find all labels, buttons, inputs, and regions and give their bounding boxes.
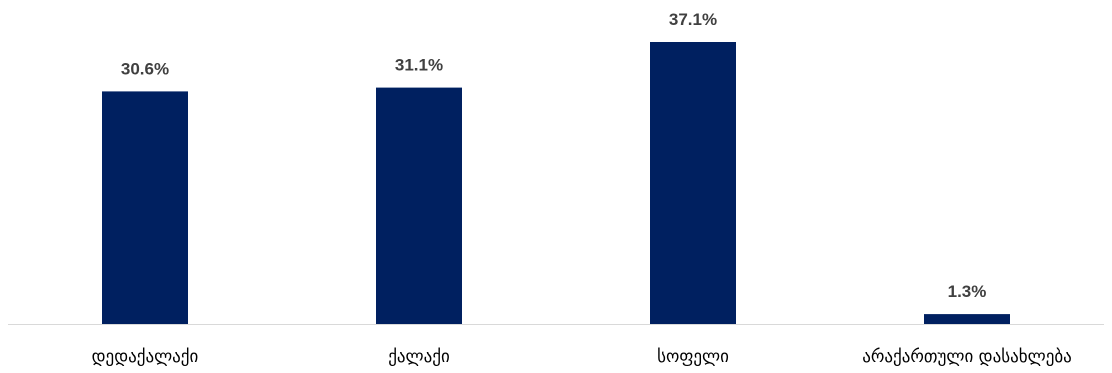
- category-tick-label: არაქართული დასახლება: [862, 347, 1072, 367]
- category-tick-label: სოფელი: [657, 347, 729, 367]
- data-label: 37.1%: [669, 10, 717, 29]
- data-label: 31.1%: [395, 56, 443, 75]
- bar: [924, 314, 1010, 324]
- category-tick-label: ქალაქი: [388, 347, 450, 367]
- bars-group: [102, 42, 1010, 325]
- data-label: 30.6%: [121, 59, 169, 78]
- category-tick-label: დედაქალაქი: [92, 347, 199, 367]
- bar: [650, 42, 736, 324]
- bar: [376, 87, 462, 324]
- bar: [102, 91, 188, 325]
- value-labels-group: 30.6% 31.1% 37.1% 1.3%: [121, 10, 986, 301]
- category-labels-group: დედაქალაქი ქალაქი სოფელი არაქართული დასახლე…: [92, 347, 1072, 367]
- data-label: 1.3%: [948, 282, 987, 301]
